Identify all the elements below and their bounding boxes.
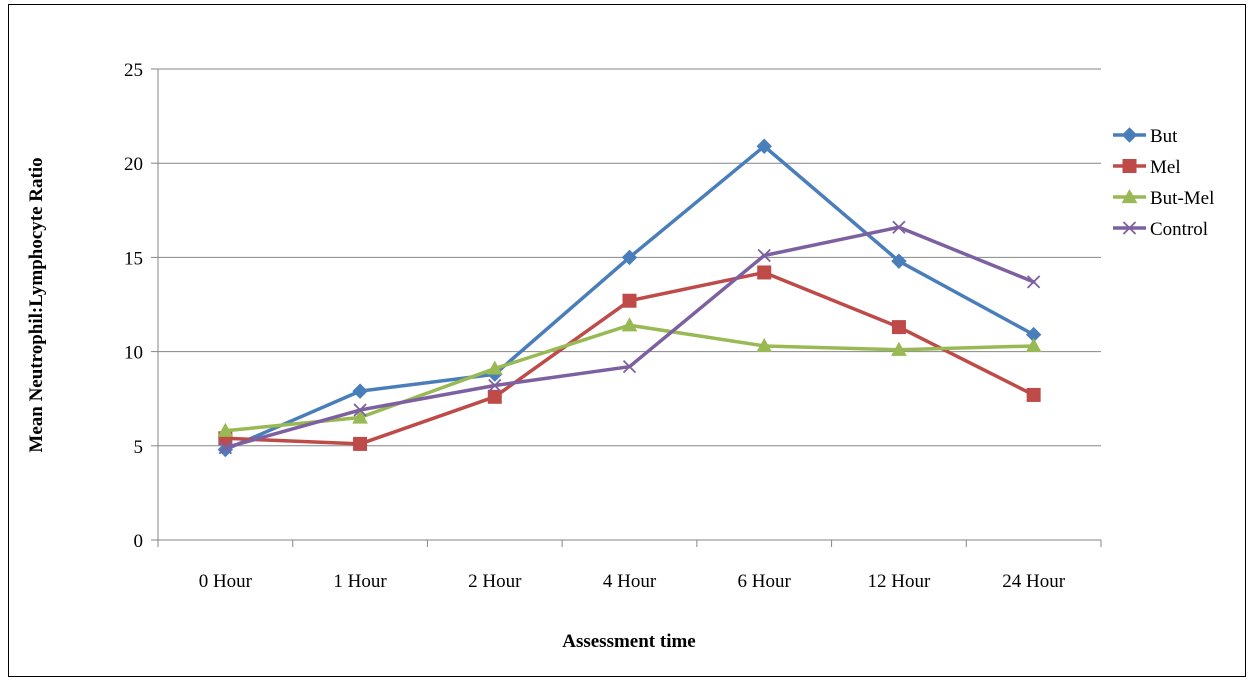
data-point-triangle	[352, 409, 368, 424]
data-point-triangle	[217, 422, 234, 437]
data-point-x	[1122, 221, 1137, 235]
data-point-x	[892, 220, 906, 234]
data-point-triangle	[486, 360, 503, 375]
axes	[151, 68, 1102, 547]
x-tick-label: 0 Hour	[199, 571, 253, 592]
data-point-x	[622, 360, 637, 374]
data-point-diamond	[1121, 127, 1138, 143]
x-tick-label: 2 Hour	[468, 571, 522, 592]
legend-label: Mel	[1150, 157, 1181, 178]
x-marker-stroke	[1122, 221, 1137, 235]
x-marker-stroke	[757, 248, 771, 263]
data-point-square	[353, 436, 368, 451]
x-marker-stroke	[218, 441, 232, 455]
data-point-diamond	[891, 253, 907, 269]
data-point-square	[757, 265, 772, 280]
x-marker-stroke	[488, 378, 502, 393]
data-point-square	[487, 389, 502, 404]
legend-item: But-Mel	[1113, 188, 1214, 209]
legend-label: But	[1150, 126, 1178, 147]
y-tick-label: 0	[134, 531, 144, 552]
series-group	[217, 138, 1042, 458]
data-point-x	[218, 441, 232, 455]
data-point-triangle	[1025, 337, 1042, 353]
data-point-square	[1122, 159, 1137, 173]
data-point-x	[488, 378, 502, 393]
x-tick-label: 24 Hour	[1002, 571, 1065, 592]
y-tick-label: 20	[124, 154, 143, 175]
data-point-square	[891, 320, 906, 335]
data-point-x	[1027, 275, 1041, 289]
legend-item: But	[1113, 126, 1178, 147]
legend-item: Control	[1113, 219, 1208, 240]
y-tick-label: 5	[134, 437, 144, 458]
data-point-triangle	[621, 317, 638, 332]
data-point-diamond	[621, 249, 638, 266]
legend-item: Mel	[1113, 157, 1181, 178]
chart-frame	[8, 4, 1246, 677]
series-but-mel	[217, 317, 1042, 437]
series-control	[218, 220, 1041, 455]
x-tick-label: 6 Hour	[738, 571, 792, 592]
y-axis-title: Mean Neutrophil:Lymphocyte Ratio	[26, 157, 47, 452]
data-point-square	[1026, 387, 1041, 402]
x-tick-label: 1 Hour	[333, 571, 387, 592]
y-tick-label: 15	[124, 248, 143, 269]
y-tick-labels: 0 5 10 15 20 25	[124, 60, 143, 552]
x-marker-stroke	[892, 220, 906, 234]
x-marker-stroke	[622, 360, 637, 374]
data-point-square	[622, 293, 637, 308]
data-point-triangle	[891, 341, 907, 356]
data-point-diamond	[352, 383, 368, 399]
y-tick-label: 25	[124, 60, 143, 81]
x-tick-label: 4 Hour	[603, 571, 657, 592]
data-point-diamond	[756, 138, 772, 154]
legend-label: But-Mel	[1150, 188, 1214, 209]
x-axis-title: Assessment time	[562, 631, 696, 652]
series-mel	[218, 265, 1041, 451]
x-marker-stroke	[353, 403, 367, 417]
data-point-x	[353, 403, 367, 417]
x-tick-labels: 0 Hour 1 Hour 2 Hour 4 Hour 6 Hour 12 Hour 24 …	[199, 571, 1066, 592]
data-point-x	[757, 248, 771, 263]
legend: But Mel But-Mel Control	[1113, 126, 1214, 240]
series-but	[217, 138, 1042, 458]
y-tick-label: 10	[124, 343, 143, 364]
data-point-triangle	[1121, 188, 1138, 204]
legend-label: Control	[1150, 219, 1208, 240]
x-tick-label: 12 Hour	[868, 571, 931, 592]
x-marker-stroke	[1027, 275, 1041, 289]
data-point-triangle	[756, 337, 773, 353]
